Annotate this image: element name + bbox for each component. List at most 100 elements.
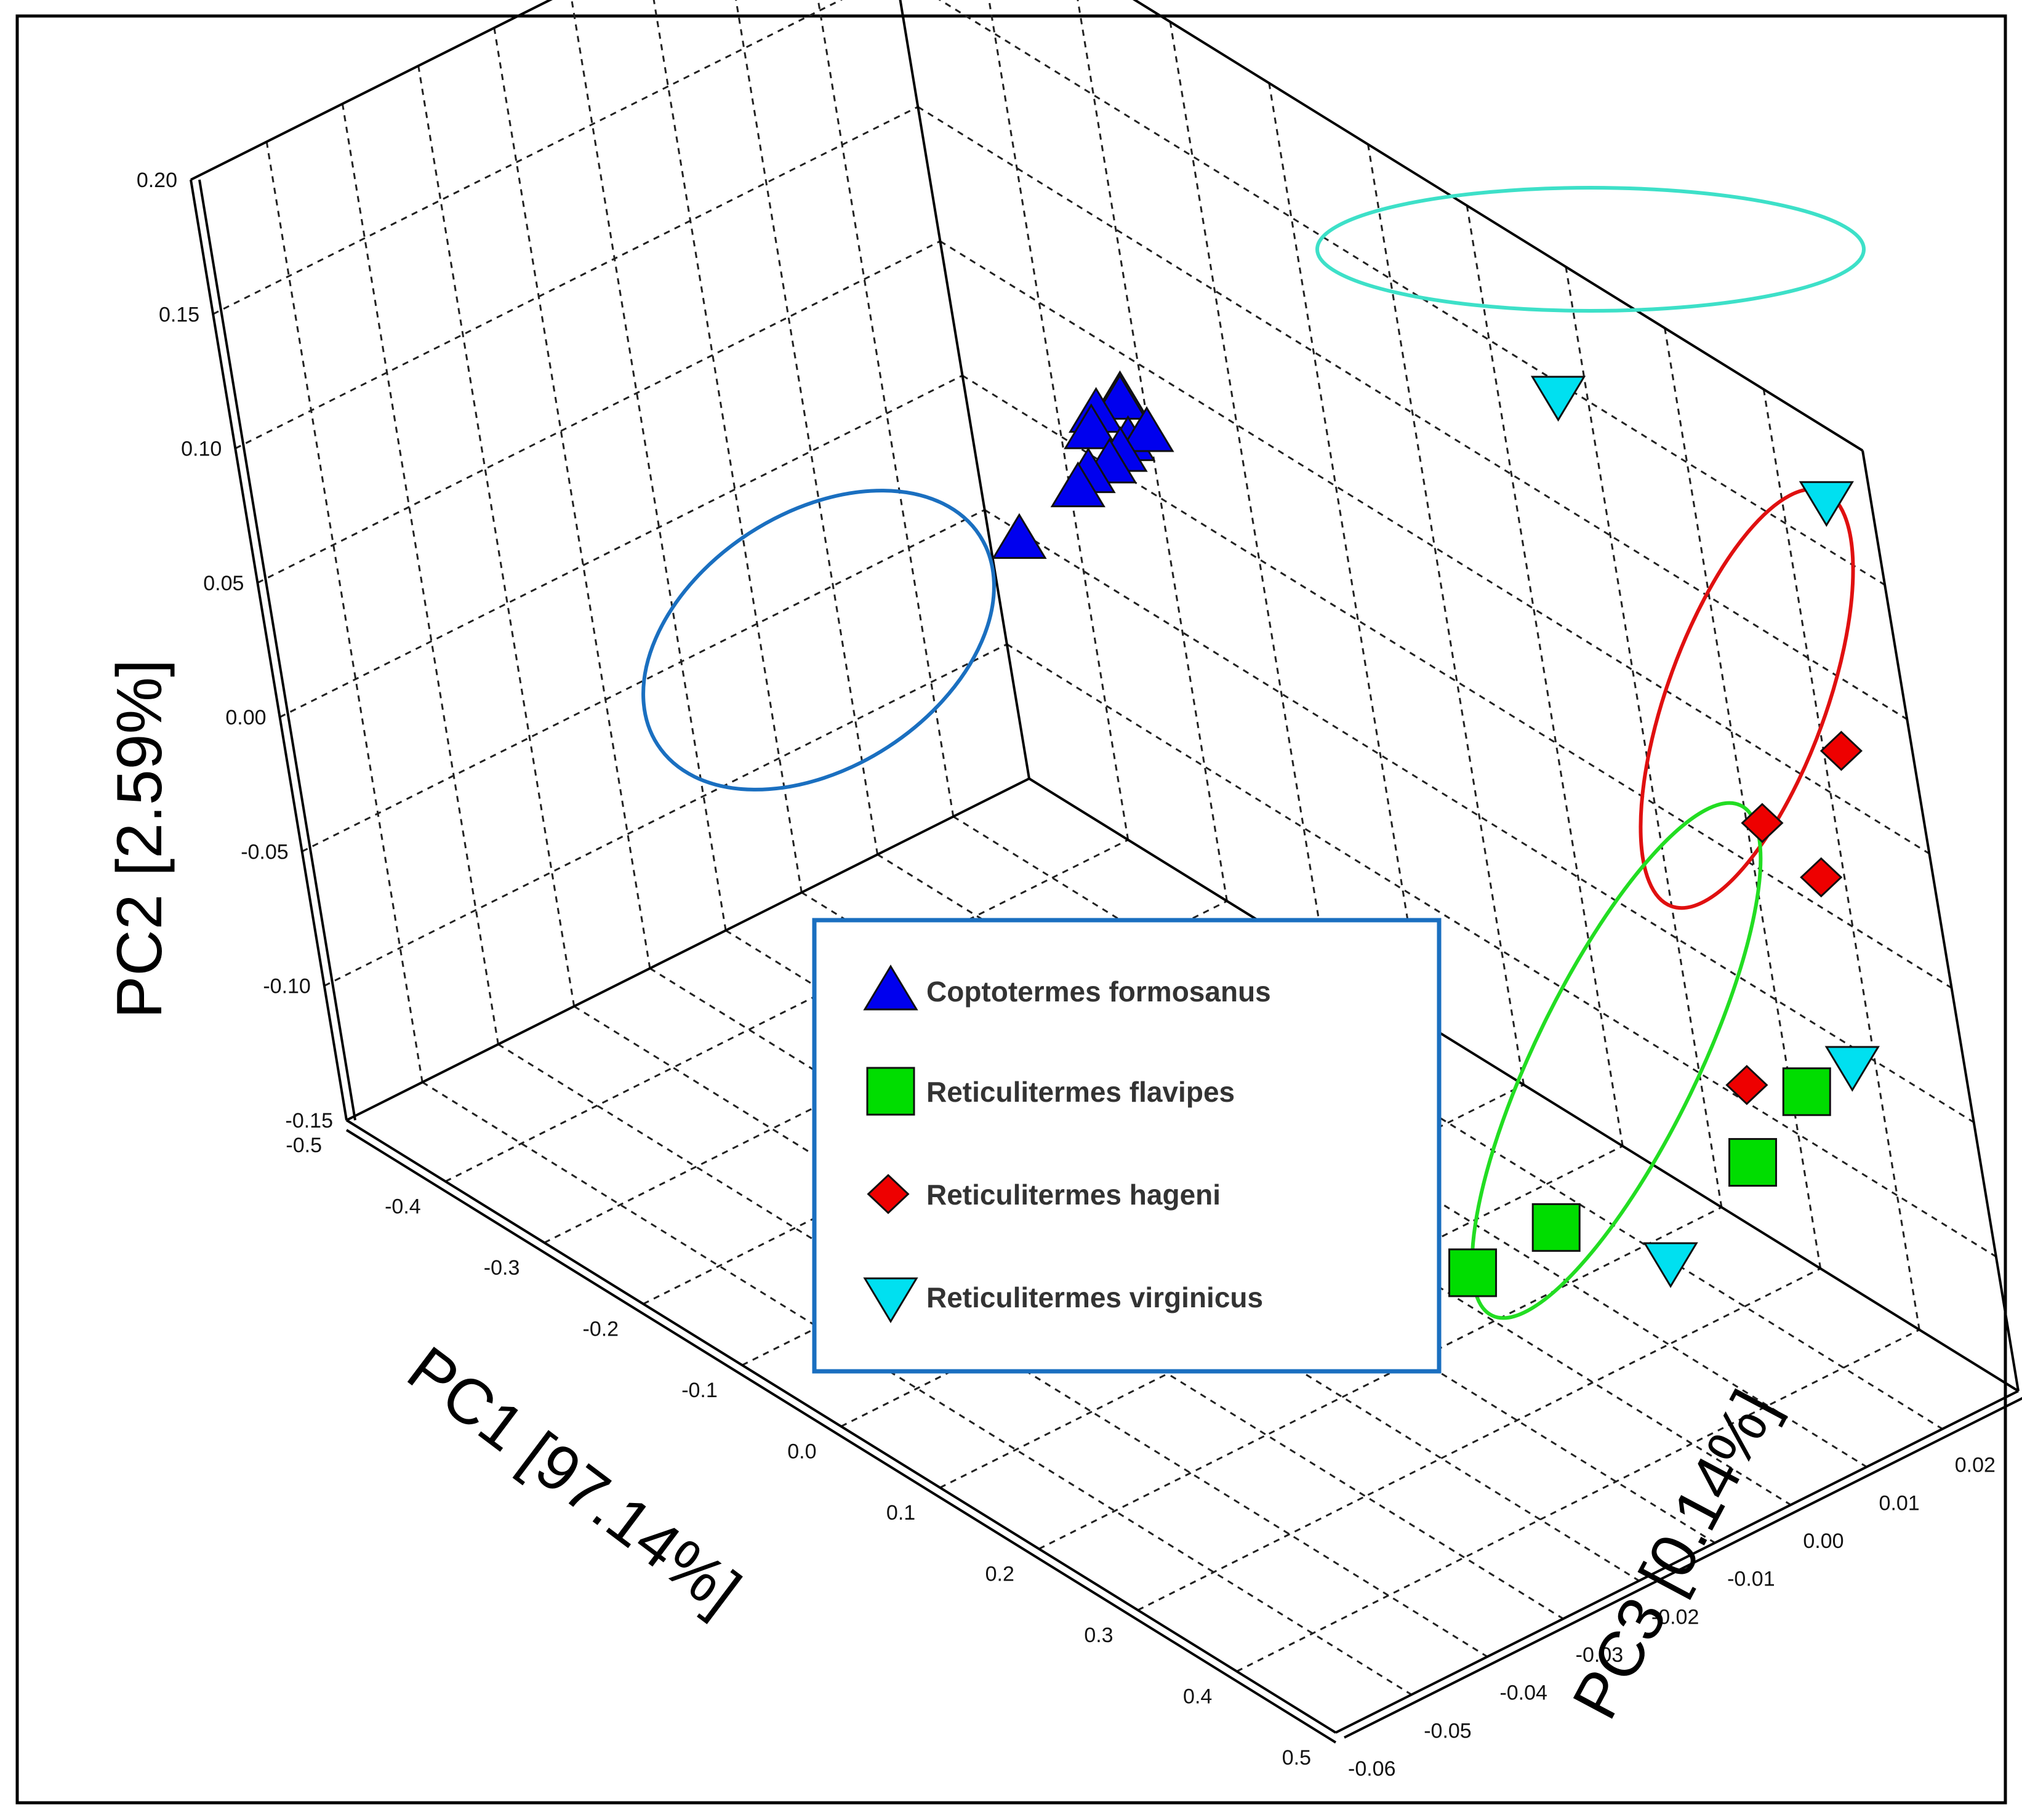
pc2-tick-label: 0.15 xyxy=(159,303,199,326)
cluster-ellipse-virginicus xyxy=(1315,186,1866,313)
cluster-ellipse-coptotermes xyxy=(641,489,996,792)
pc3-tick-label: 0.00 xyxy=(1803,1529,1843,1553)
pc3-tick-label: -0.04 xyxy=(1499,1682,1547,1705)
back-wall-gridline xyxy=(1762,389,1920,1330)
pc2-tick-label: 0.10 xyxy=(181,438,222,461)
side-wall-gridline xyxy=(257,240,941,584)
pc2-tick-label: -0.10 xyxy=(263,975,311,998)
floor-gridline xyxy=(1038,1206,1722,1550)
side-wall-gridline xyxy=(341,103,499,1044)
pc2-axis-title: PC2 [2.59%] xyxy=(104,659,175,1019)
side-wall-gridline xyxy=(235,106,918,449)
data-point-hageni xyxy=(1741,803,1784,843)
pc1-tick-label: 0.5 xyxy=(1282,1746,1311,1770)
pc1-axis-title: PC1 [97.14%] xyxy=(395,1333,753,1628)
side-wall-gridline xyxy=(324,643,1008,987)
pc2-tick-label: 0.05 xyxy=(203,572,244,595)
axes-box-edge xyxy=(346,777,1030,1121)
data-point-virginicus xyxy=(1824,1046,1880,1092)
axes-box-edge xyxy=(1861,450,2020,1392)
pc3-tick-label: -0.05 xyxy=(1424,1719,1472,1742)
legend-label-hageni: Reticulitermes hageni xyxy=(926,1179,1221,1211)
axes-box-edge-bevel xyxy=(1344,1397,2022,1739)
axes-box-edge-bevel xyxy=(345,1129,1337,1744)
legend-icon-formosanus xyxy=(863,964,918,1011)
legend-icon-virginicus xyxy=(863,1277,918,1323)
legend-icon-hageni xyxy=(867,1174,910,1214)
pc3-ticks: -0.06 -0.05 -0.04 -0.03 -0.02 -0.01 0.00 0.01 0.… xyxy=(1348,1454,1996,1781)
floor-gridline xyxy=(445,839,1129,1182)
pc3-tick-label: 0.01 xyxy=(1879,1491,1920,1515)
axes-box-edge xyxy=(1028,777,2020,1392)
data-point-formosanus xyxy=(1064,403,1119,449)
side-wall-gridline xyxy=(190,0,552,181)
side-wall-gridline xyxy=(493,28,651,969)
legend-box xyxy=(812,918,1442,1374)
side-wall-gridline xyxy=(817,0,955,817)
axes-box-edge xyxy=(345,1119,1337,1734)
pc1-tick-label: -0.3 xyxy=(484,1256,520,1280)
back-wall-gridline xyxy=(1169,22,1327,963)
pc3-axis-title: PC3 [0.14%] xyxy=(1559,1379,1791,1730)
floor-gridline xyxy=(939,1145,1623,1489)
axes-box-edge xyxy=(899,0,1030,779)
side-wall-gridline xyxy=(302,509,985,852)
data-markers xyxy=(992,370,1880,1297)
legend: Coptotermes formosanus Reticulitermes fla… xyxy=(812,918,1442,1374)
pc3-tick-label: -0.01 xyxy=(1727,1568,1775,1591)
pc1-tick-label: -0.1 xyxy=(681,1379,718,1402)
back-wall-gridline xyxy=(1268,82,1426,1024)
floor-gridline xyxy=(1137,1267,1821,1611)
data-point-virginicus xyxy=(1799,481,1854,527)
legend-label-formosanus: Coptotermes formosanus xyxy=(926,976,1271,1008)
side-wall-gridline xyxy=(735,0,879,855)
floor-gridline xyxy=(1236,1329,1920,1672)
data-point-virginicus xyxy=(1643,1242,1698,1288)
data-point-hageni xyxy=(1725,1065,1768,1105)
pc1-tick-label: 0.0 xyxy=(787,1440,816,1464)
pc3-tick-label: -0.06 xyxy=(1348,1757,1396,1781)
pc3-tick-label: 0.02 xyxy=(1955,1454,1996,1477)
pc1-tick-label: -0.2 xyxy=(583,1318,619,1341)
pc1-tick-label: -0.4 xyxy=(385,1195,421,1219)
pc2-tick-label: 0.00 xyxy=(225,706,266,729)
cluster-ellipse-flavipes xyxy=(1470,801,1763,1320)
pc2-tick-label: 0.20 xyxy=(137,169,177,192)
figure-border xyxy=(15,14,2007,1805)
back-wall-gridline xyxy=(1565,267,1723,1208)
back-wall-gridline xyxy=(1664,327,1822,1269)
pc2-ticks: -0.15 -0.10 -0.05 0.00 0.05 0.10 0.15 0.20 xyxy=(137,169,333,1132)
legend-label-flavipes: Reticulitermes flavipes xyxy=(926,1076,1235,1108)
pc1-tick-label: 0.3 xyxy=(1084,1624,1113,1647)
side-wall-gridline xyxy=(571,0,727,931)
pc3-tick-label: -0.02 xyxy=(1651,1605,1699,1629)
pc1-tick-label: 0.4 xyxy=(1183,1685,1212,1709)
side-wall-gridline xyxy=(417,65,576,1007)
axes-box-edge xyxy=(190,0,553,181)
pc3-tick-label: -0.03 xyxy=(1576,1643,1624,1667)
data-point-hageni xyxy=(1819,731,1863,771)
back-wall-gridline xyxy=(939,240,1930,855)
data-point-flavipes xyxy=(1448,1248,1498,1297)
pc1-tick-label: -0.5 xyxy=(286,1134,322,1157)
legend-icon-flavipes xyxy=(866,1067,915,1116)
side-wall-gridline xyxy=(279,374,963,718)
axes-box-edge xyxy=(1335,1390,2019,1734)
cluster-ellipses xyxy=(641,186,1866,1320)
data-point-formosanus xyxy=(992,513,1047,559)
data-point-formosanus xyxy=(1119,406,1174,452)
pc2-tick-label: -0.05 xyxy=(241,840,289,864)
pc1-ticks: -0.5 -0.4 -0.3 -0.2 -0.1 0.0 0.1 0.2 0.3 0.4 0.5 xyxy=(286,1134,1311,1770)
data-point-flavipes xyxy=(1531,1203,1581,1252)
axes-box-edge xyxy=(190,179,348,1121)
back-wall-gridline xyxy=(1466,205,1624,1147)
axes-box-edge-bevel xyxy=(198,179,356,1121)
pc1-tick-label: 0.2 xyxy=(985,1563,1014,1586)
side-wall-gridline xyxy=(212,0,843,315)
pc2-tick-label: -0.15 xyxy=(286,1109,334,1132)
cluster-ellipse-hageni xyxy=(1639,487,1855,910)
side-wall-gridline xyxy=(265,142,423,1083)
data-point-hageni xyxy=(1800,857,1843,898)
data-point-flavipes xyxy=(1782,1067,1831,1116)
